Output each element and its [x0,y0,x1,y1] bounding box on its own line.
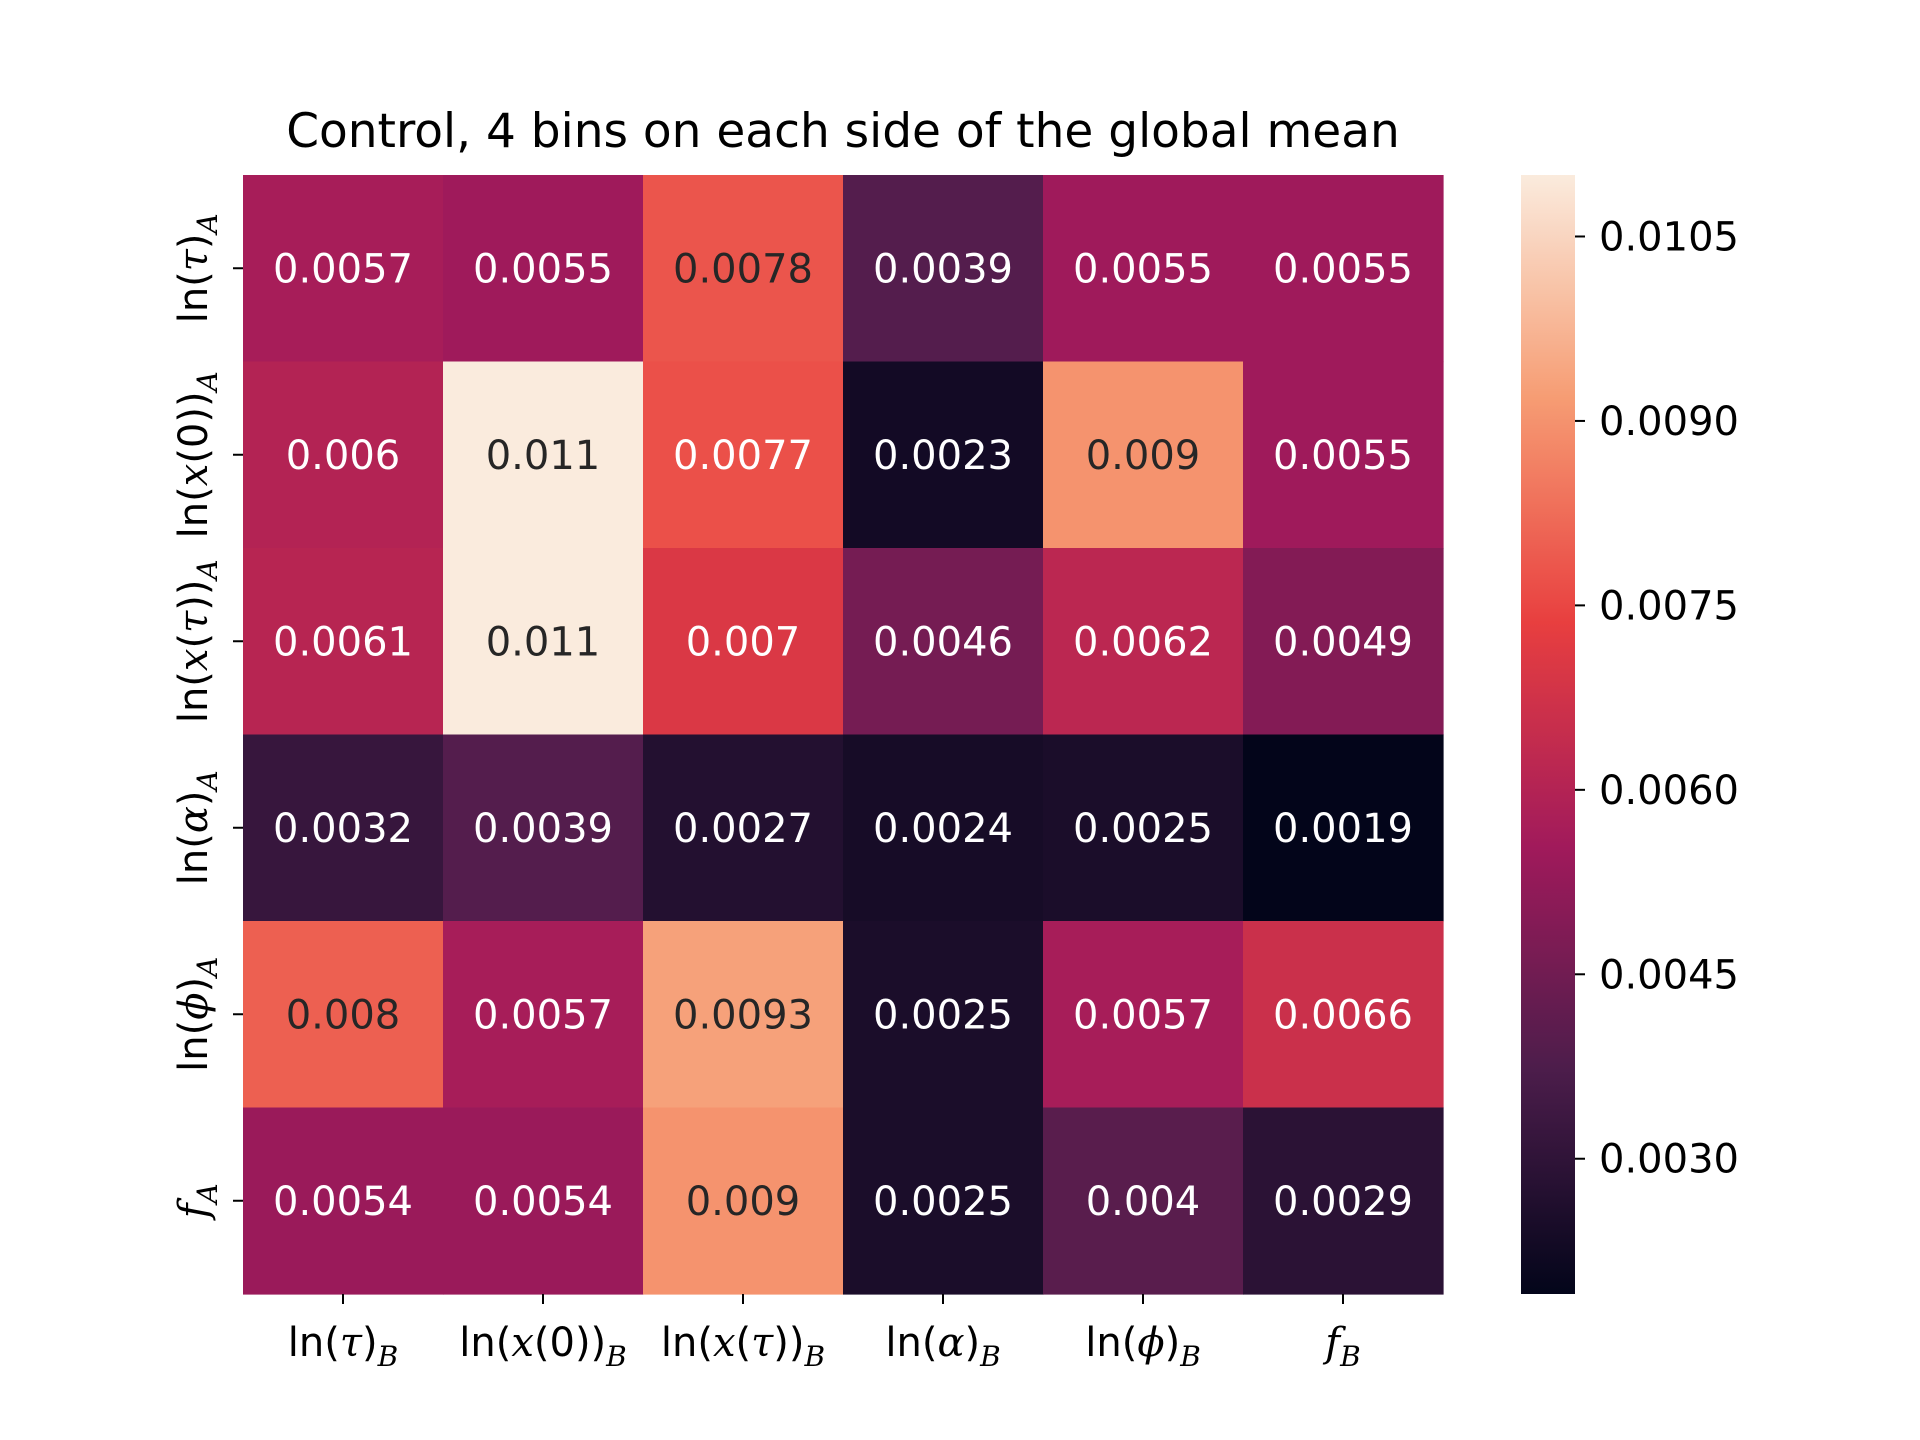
cell-value-label: 0.0046 [873,619,1013,665]
heatmap-cell [243,921,444,1109]
cell-value-label: 0.0093 [673,992,813,1038]
x-tick-label: ln(τ)B [288,1320,398,1373]
cell-value-label: 0.0027 [673,806,813,852]
heatmap-cell [443,548,644,736]
heatmap-cell [843,734,1044,922]
cell-value-label: 0.009 [686,1179,801,1225]
heatmap-cell [443,1107,644,1295]
heatmap-cell [443,921,644,1109]
y-tick-label: ln(x(τ))A [171,559,224,723]
cell-value-label: 0.0024 [873,806,1013,852]
heatmap-cell [1043,548,1244,736]
heatmap-cell [1243,361,1444,549]
colorbar-tick-label: 0.0105 [1599,214,1739,260]
colorbar-scale [1521,175,1575,1294]
heatmap-cell [643,1107,844,1295]
heatmap-cell [843,1107,1044,1295]
heatmap-cell [243,361,444,549]
x-tick-label: ln(ϕ)B [1085,1320,1201,1373]
cell-value-label: 0.0057 [273,246,413,292]
cell-value-label: 0.007 [686,619,801,665]
heatmap-cell [243,734,444,922]
heatmap-cell [1043,1107,1244,1295]
heatmap-cell [243,548,444,736]
cell-value-label: 0.011 [486,619,601,665]
heatmap-cell [1243,921,1444,1109]
y-tick-label: fA [171,1183,224,1221]
colorbar: 0.0105 0.0090 0.0075 0.0060 0.0045 0.0030 [1521,175,1739,1294]
cell-value-label: 0.009 [1086,433,1201,479]
colorbar-tick-label: 0.0090 [1599,399,1739,445]
colorbar-tick-label: 0.0045 [1599,952,1739,998]
heatmap-cell [243,1107,444,1295]
x-tick-label: ln(α)B [885,1320,1000,1373]
colorbar-tick-label: 0.0075 [1599,583,1739,629]
y-tick-label: ln(τ)A [171,213,224,323]
y-tick-label: ln(α)A [171,770,224,885]
cell-value-label: 0.0054 [273,1179,413,1225]
heatmap-cell [643,175,844,363]
cell-value-label: 0.011 [486,433,601,479]
cell-value-label: 0.0057 [1073,992,1213,1038]
heatmap-cell [1243,175,1444,363]
cell-value-label: 0.004 [1086,1179,1201,1225]
chart-title: Control, 4 bins on each side of the glob… [286,104,1400,159]
cell-value-label: 0.0061 [273,619,413,665]
cell-value-label: 0.0055 [1073,246,1213,292]
y-tick-label: ln(x(0))A [171,371,224,538]
cell-value-label: 0.006 [286,433,401,479]
cell-value-label: 0.0055 [473,246,613,292]
heatmap-cell [1043,361,1244,549]
cell-value-label: 0.0055 [1273,433,1413,479]
heatmap-cell [443,361,644,549]
y-tick-label: ln(ϕ)A [171,957,224,1072]
x-tick-label: ln(x(τ))B [661,1320,825,1373]
cell-value-label: 0.008 [286,992,401,1038]
x-tick-label: fB [1322,1320,1360,1373]
heatmap-cell [643,921,844,1109]
heatmap-cell [843,175,1044,363]
colorbar-tick-label: 0.0060 [1599,768,1739,814]
heatmap-cell [443,734,644,922]
heatmap-cell [243,175,444,363]
cell-value-label: 0.0039 [473,806,613,852]
heatmap-cell [1043,175,1244,363]
heatmap-cell [1043,921,1244,1109]
cell-value-label: 0.0019 [1273,806,1413,852]
cell-value-label: 0.0066 [1273,992,1413,1038]
cell-value-label: 0.0029 [1273,1179,1413,1225]
cell-value-label: 0.0054 [473,1179,613,1225]
cell-value-label: 0.0049 [1273,619,1413,665]
cell-value-label: 0.0055 [1273,246,1413,292]
cell-value-label: 0.0025 [873,992,1013,1038]
heatmap-cell [843,361,1044,549]
heatmap-cell [443,175,644,363]
heatmap-cell [1243,548,1444,736]
heatmap-cell [643,361,844,549]
colorbar-tick-label: 0.0030 [1599,1137,1739,1183]
cell-value-label: 0.0077 [673,433,813,479]
heatmap-cell [1043,734,1244,922]
cell-value-label: 0.0039 [873,246,1013,292]
cell-value-label: 0.0062 [1073,619,1213,665]
heatmap-cell [643,548,844,736]
heatmap-cell [1243,1107,1444,1295]
cell-value-label: 0.0078 [673,246,813,292]
x-axis: ln(τ)B ln(x(0))B ln(x(τ))B ln(α)B ln(ϕ)B fB [288,1294,1361,1373]
x-tick-label: ln(x(0))B [459,1320,626,1373]
y-axis: ln(τ)A ln(x(0))A ln(x(τ))A ln(α)A ln(ϕ)A fA [171,213,243,1221]
cell-value-label: 0.0025 [1073,806,1213,852]
cell-value-label: 0.0025 [873,1179,1013,1225]
cell-value-label: 0.0032 [273,806,413,852]
heatmap-cell [843,548,1044,736]
heatmap-cell [643,734,844,922]
heatmap-cell [843,921,1044,1109]
heatmap-cell [1243,734,1444,922]
cell-value-label: 0.0023 [873,433,1013,479]
heatmap-cells [243,175,1444,1295]
heatmap-value-labels: 0.0057 0.0055 0.0078 0.0039 0.0055 0.0055 0.00… [273,246,1413,1225]
cell-value-label: 0.0057 [473,992,613,1038]
